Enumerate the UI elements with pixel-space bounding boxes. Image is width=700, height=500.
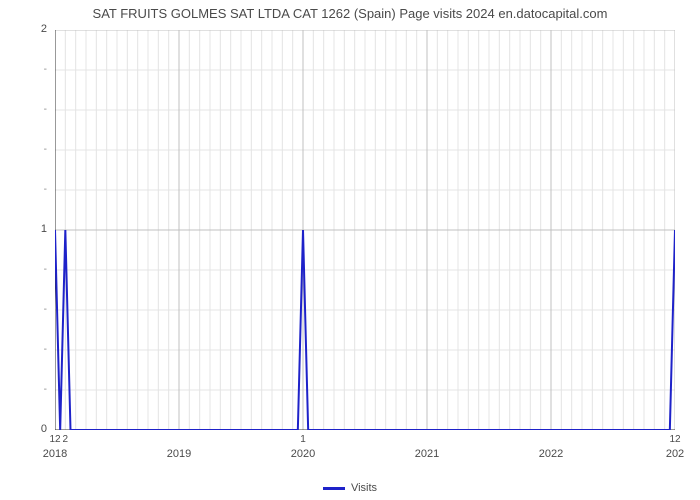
y-minor-tick: - [7, 144, 47, 155]
chart-title: SAT FRUITS GOLMES SAT LTDA CAT 1262 (Spa… [0, 6, 700, 21]
y-minor-tick: - [7, 384, 47, 395]
x-axis-label: 202 [666, 448, 684, 460]
legend: Visits [0, 482, 700, 494]
y-minor-tick: - [7, 304, 47, 315]
data-point-label: 1 [300, 434, 306, 445]
data-point-label: 12 [49, 434, 60, 445]
y-minor-tick: - [7, 184, 47, 195]
x-axis-label: 2019 [167, 448, 191, 460]
plot-area [55, 30, 675, 430]
x-axis-label: 2018 [43, 448, 67, 460]
data-point-label: 2 [63, 434, 69, 445]
x-axis-label: 2020 [291, 448, 315, 460]
y-axis-label: 1 [7, 223, 47, 235]
chart-container: SAT FRUITS GOLMES SAT LTDA CAT 1262 (Spa… [0, 0, 700, 500]
x-axis-label: 2021 [415, 448, 439, 460]
legend-swatch [323, 487, 345, 490]
x-axis-label: 2022 [539, 448, 563, 460]
plot-svg [55, 30, 675, 430]
legend-label: Visits [351, 482, 377, 494]
y-axis-label: 2 [7, 23, 47, 35]
y-minor-tick: - [7, 64, 47, 75]
data-point-label: 12 [669, 434, 680, 445]
y-minor-tick: - [7, 104, 47, 115]
y-minor-tick: - [7, 344, 47, 355]
y-minor-tick: - [7, 264, 47, 275]
y-axis-label: 0 [7, 423, 47, 435]
